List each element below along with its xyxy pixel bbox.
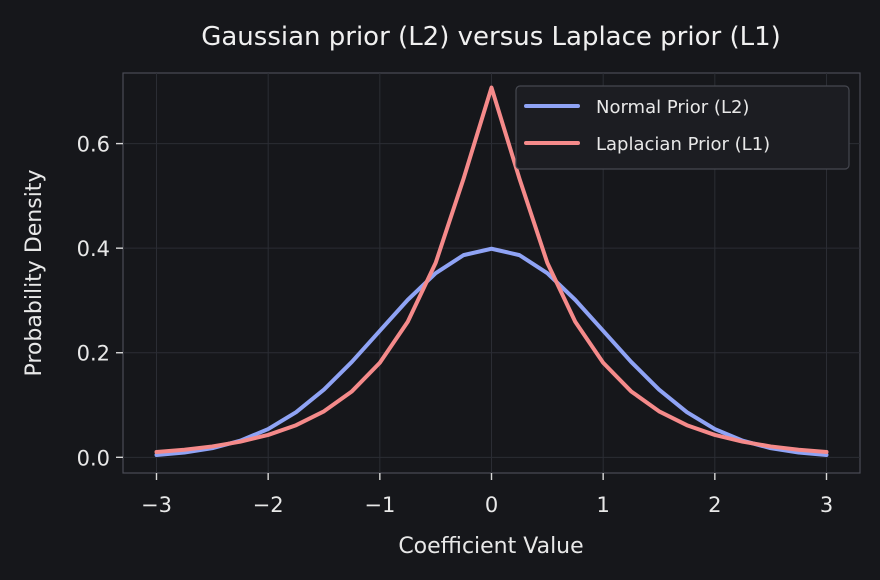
x-tick-label-5: 2 xyxy=(708,493,721,517)
series-lines xyxy=(154,85,829,458)
axis-ticks: −3 −2 −1 0 1 2 3 0.0 0.2 0.4 0.6 xyxy=(77,133,834,517)
legend-box xyxy=(515,85,850,170)
y-axis-label: Probability Density xyxy=(22,170,47,377)
y-tick-label-2: 0.4 xyxy=(77,237,110,261)
x-axis-label: Coefficient Value xyxy=(398,534,583,559)
x-tick-label-3: 0 xyxy=(485,493,498,517)
x-tick-label-4: 1 xyxy=(596,493,609,517)
series-line-2 xyxy=(154,85,829,455)
legend-label-2: Laplacian Prior (L1) xyxy=(596,134,770,155)
y-tick-label-1: 0.2 xyxy=(77,342,110,366)
x-tick-label-1: −2 xyxy=(253,493,284,517)
legend: Normal Prior (L2) Laplacian Prior (L1) xyxy=(515,85,850,170)
x-tick-label-6: 3 xyxy=(820,493,833,517)
x-tick-label-2: −1 xyxy=(364,493,395,517)
series-line-1 xyxy=(154,246,829,458)
y-tick-label-3: 0.6 xyxy=(77,133,110,157)
chart-title: Gaussian prior (L2) versus Laplace prior… xyxy=(201,22,781,52)
x-tick-label-0: −3 xyxy=(141,493,172,517)
legend-label-1: Normal Prior (L2) xyxy=(596,97,749,118)
y-tick-label-0: 0.0 xyxy=(77,446,110,470)
